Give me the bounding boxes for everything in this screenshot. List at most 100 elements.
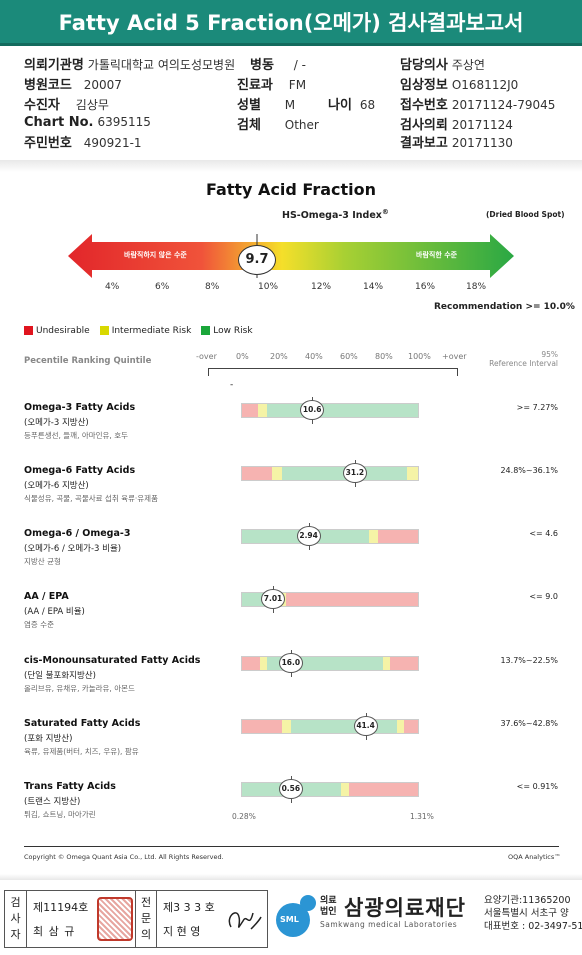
specialist-signature — [228, 912, 262, 930]
row-foods: 염증 수준 — [24, 620, 54, 629]
range-bar — [241, 656, 419, 671]
info-id: 주민번호 490921-1 — [24, 136, 142, 151]
index-subheading: HS-Omega-3 Index® — [282, 208, 389, 222]
range-segment-red — [242, 467, 272, 480]
row-title: Omega-6 / Omega-3 — [24, 528, 131, 539]
ranking-tick-label: -over — [196, 352, 217, 361]
footer-divider — [24, 846, 559, 847]
row-subtitle: (트랜스 지방산) — [24, 797, 81, 807]
row-subtitle: (AA / EPA 비율) — [24, 607, 85, 617]
range-segment-red — [349, 783, 418, 796]
foundation-name-en: Samkwang medical Laboratories — [320, 920, 458, 929]
index-ticks: 4% 6% 8% 10% 12% 14% 16% 18% — [100, 282, 490, 296]
reference-interval-header: 95% Reference Interval — [489, 350, 558, 368]
row-subtitle: (포화 지방산) — [24, 734, 73, 744]
value-marker: 10.6 — [300, 397, 325, 424]
ranking-label: Pecentile Ranking Quintile — [24, 356, 152, 366]
info-request: 검사의뢰 20171124 — [400, 118, 513, 133]
range-bar — [241, 403, 419, 418]
range-segment-yellow — [282, 720, 292, 733]
foundation-name: 삼광의료재단 — [344, 896, 466, 920]
legend-item: Undesirable — [24, 326, 90, 336]
info-specimen: 검체 Other — [237, 118, 319, 133]
examiner-name: 최 삼 규 — [33, 925, 76, 938]
index-tick-label: 12% — [311, 282, 332, 292]
range-segment-green — [291, 720, 397, 733]
range-segment-yellow — [368, 530, 378, 543]
info-clinical: 임상정보 O168112J0 — [400, 78, 519, 93]
index-tick-label: 16% — [415, 282, 436, 292]
info-chart: Chart No. 6395115 — [24, 115, 151, 130]
row-foods: 지방산 균형 — [24, 557, 61, 566]
index-value-badge: 9.7 — [238, 245, 276, 275]
range-bar — [241, 782, 419, 797]
legend-item: Intermediate Risk — [99, 326, 192, 336]
legend: Undesirable Intermediate Risk Low Risk — [24, 326, 263, 336]
row-foods: 튀김, 쇼트닝, 마아가린 — [24, 810, 96, 819]
range-bar — [241, 529, 419, 544]
range-segment-red — [377, 530, 418, 543]
reference-value: 37.6%~42.8% — [500, 719, 558, 728]
copyright: Copyright © Omega Quant Asia Co., Ltd. A… — [24, 853, 224, 861]
info-sex: 성별 M — [237, 98, 296, 113]
reference-value: <= 9.0 — [529, 592, 558, 601]
ranking-axis — [208, 368, 458, 376]
legend-label: Low Risk — [213, 326, 253, 336]
ranking-dash: - — [230, 380, 234, 390]
ranking-tick-label: 0% — [236, 352, 249, 361]
value-marker: 41.4 — [353, 713, 378, 740]
range-segment-green — [266, 404, 418, 417]
sml-logo: SML — [276, 895, 322, 941]
row-foods: 올리브유, 유채유, 카놀라유, 아몬드 — [24, 684, 135, 693]
bottom-divider — [0, 874, 582, 880]
ranking-tick-label: 20% — [270, 352, 288, 361]
value-marker: 31.2 — [342, 460, 367, 487]
examiner-seal — [97, 897, 133, 941]
section-divider — [0, 160, 582, 172]
index-tick-label: 10% — [258, 282, 279, 292]
range-segment-red — [242, 404, 258, 417]
reference-value: <= 0.91% — [516, 782, 558, 791]
section-heading: Fatty Acid Fraction — [205, 180, 377, 199]
range-segment-yellow — [396, 720, 404, 733]
reference-value: <= 4.6 — [529, 529, 558, 538]
value-marker: 2.94 — [296, 523, 321, 550]
reference-value: >= 7.27% — [516, 403, 558, 412]
range-segment-red — [285, 593, 418, 606]
info-doctor: 담당의사 주상연 — [400, 58, 485, 73]
left-arrow-text: 바람직하지 않은 수준 — [124, 251, 187, 259]
row-title: cis-Monounsaturated Fatty Acids — [24, 655, 201, 666]
reference-value: 13.7%~22.5% — [500, 656, 558, 665]
range-bar — [241, 466, 419, 481]
range-segment-red — [242, 657, 260, 670]
row-subtitle: (단일 불포화지방산) — [24, 671, 96, 681]
legend-label: Intermediate Risk — [111, 326, 192, 336]
index-tick-label: 8% — [205, 282, 220, 292]
info-hospital-code: 병원코드 20007 — [24, 78, 122, 93]
legend-label: Undesirable — [36, 326, 90, 336]
foundation-contact: 요양기관:11365200 서울특별시 서초구 양 대표번호 : 02-3497… — [484, 895, 582, 932]
ranking-tick-label: 40% — [305, 352, 323, 361]
value-marker: 16.0 — [278, 650, 303, 677]
row-foods: 육류, 유제품(버터, 치즈, 우유), 팜유 — [24, 747, 139, 756]
range-segment-yellow — [340, 783, 350, 796]
ranking-tick-label: +over — [442, 352, 467, 361]
reference-value: 24.8%~36.1% — [500, 466, 558, 475]
recommendation-text: Recommendation >= 10.0% — [434, 302, 575, 312]
info-ward: 병동 / - — [250, 58, 306, 73]
gradient-arrow-shape — [68, 234, 514, 278]
range-segment-red — [242, 720, 283, 733]
legend-swatch — [24, 326, 33, 335]
ranking-tick-label: 100% — [408, 352, 431, 361]
index-tick-label: 6% — [155, 282, 170, 292]
value-marker: 7.01 — [261, 586, 286, 613]
index-tick-label: 4% — [105, 282, 120, 292]
info-receipt: 접수번호 20171124-79045 — [400, 98, 556, 113]
range-segment-yellow — [407, 467, 418, 480]
ranking-tick-label: 60% — [340, 352, 358, 361]
trans-tick-right: 1.31% — [410, 812, 434, 821]
legend-swatch — [99, 326, 109, 335]
row-foods: 식물성유, 곡물, 곡물사료 섭취 육류·유제품 — [24, 494, 158, 503]
trans-tick-left: 0.28% — [232, 812, 256, 821]
